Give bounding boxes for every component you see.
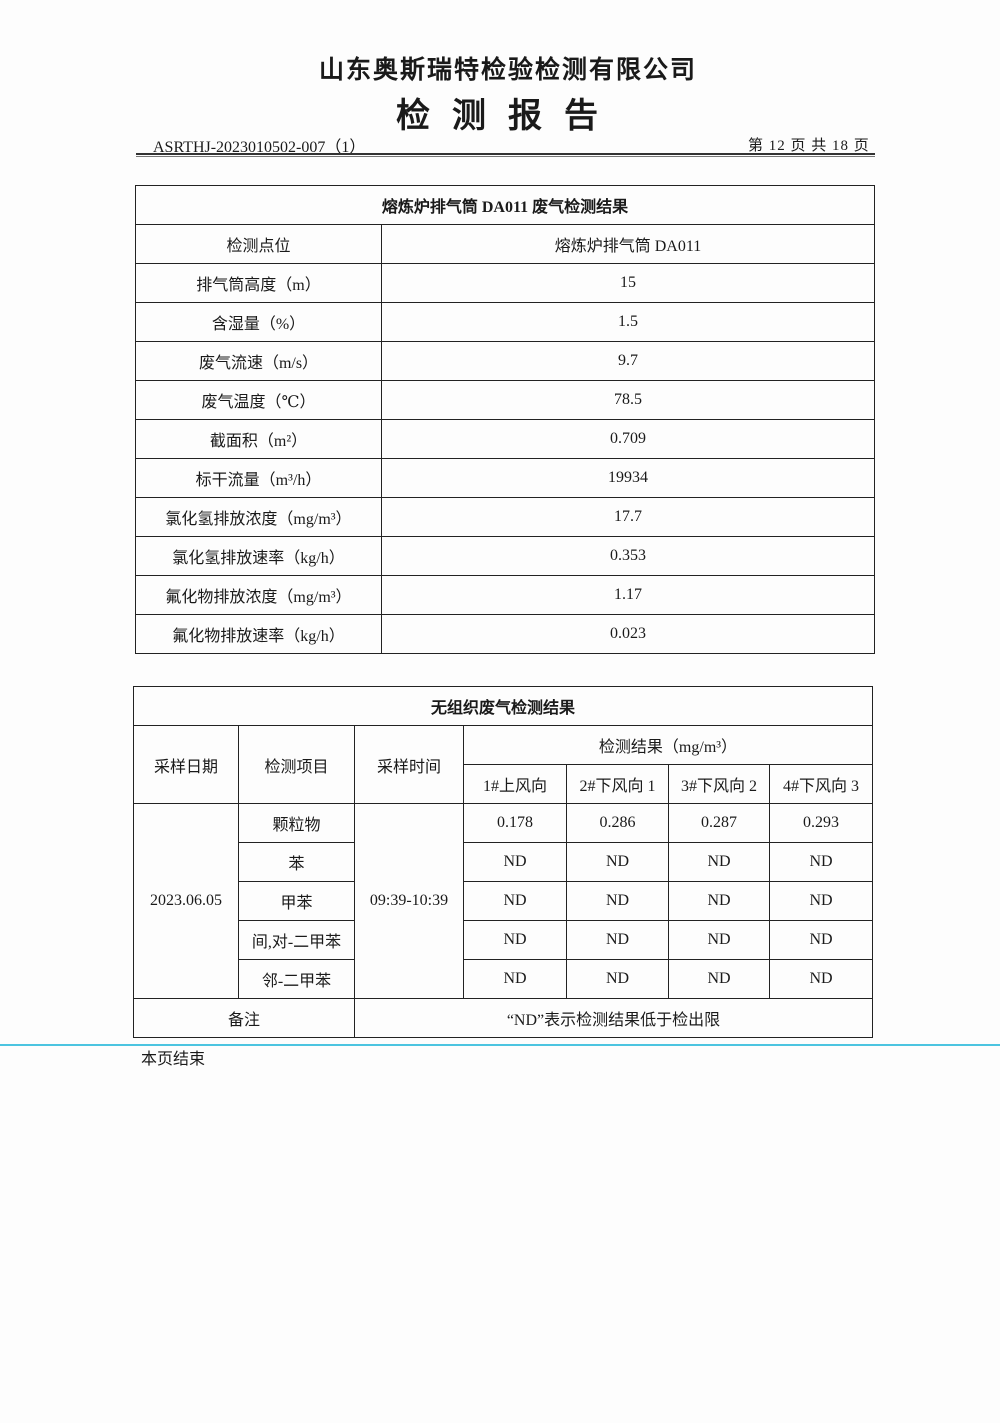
table-row: 氟化物排放速率（kg/h） 0.023 xyxy=(135,614,875,654)
document-number: ASRTHJ-2023010502-007（1） xyxy=(153,139,366,156)
page-number: 第 12 页 共 18 页 xyxy=(748,138,870,154)
row-label: 含湿量（%） xyxy=(135,302,382,342)
header-point: 3#下风向 2 xyxy=(668,764,770,804)
row-value: 0.709 xyxy=(381,419,875,459)
remark-row: 备注 “ND”表示检测结果低于检出限 xyxy=(133,998,873,1038)
header-time: 采样时间 xyxy=(354,725,464,804)
result-value: ND xyxy=(566,920,669,960)
result-value: ND xyxy=(769,842,873,882)
table-row: 2023.06.05 颗粒物 09:39-10:39 0.178 0.286 0.287 0… xyxy=(133,803,873,999)
result-value: 0.287 xyxy=(668,803,770,843)
remark-text: “ND”表示检测结果低于检出限 xyxy=(354,998,873,1038)
fugitive-emission-table: 无组织废气检测结果 采样日期 检测项目 采样时间 检测结果（mg/m³） 1#上… xyxy=(133,686,873,1038)
header-point: 1#上风向 xyxy=(463,764,567,804)
result-value: 0.293 xyxy=(769,803,873,843)
table-row: 邻-二甲苯 ND ND ND ND xyxy=(134,959,873,999)
result-value: ND xyxy=(668,959,770,999)
table-row: 含湿量（%） 1.5 xyxy=(135,302,875,342)
table-row: 排气筒高度（m） 15 xyxy=(135,263,875,303)
result-value: ND xyxy=(668,842,770,882)
table-row: 氯化氢排放浓度（mg/m³） 17.7 xyxy=(135,497,875,537)
result-value: ND xyxy=(566,842,669,882)
row-label: 废气温度（℃） xyxy=(135,380,382,420)
item: 苯 xyxy=(238,842,355,882)
table-caption: 熔炼炉排气筒 DA011 废气检测结果 xyxy=(135,185,875,225)
table-row: 检测点位 熔炼炉排气筒 DA011 xyxy=(135,224,875,264)
row-value: 19934 xyxy=(381,458,875,498)
result-value: ND xyxy=(463,842,567,882)
row-value: 熔炼炉排气筒 DA011 xyxy=(381,224,875,264)
header-date: 采样日期 xyxy=(133,725,239,804)
row-label: 检测点位 xyxy=(135,224,382,264)
result-value: ND xyxy=(463,881,567,921)
scan-line xyxy=(0,1044,1000,1046)
table-row: 苯 ND ND ND ND xyxy=(134,842,873,882)
result-value: ND xyxy=(769,881,873,921)
row-value: 0.023 xyxy=(381,614,875,654)
table-row: 甲苯 ND ND ND ND xyxy=(134,881,873,921)
table-row: 标干流量（m³/h） 19934 xyxy=(135,458,875,498)
table-row: 截面积（m²） 0.709 xyxy=(135,419,875,459)
row-label: 截面积（m²） xyxy=(135,419,382,459)
table-caption: 无组织废气检测结果 xyxy=(133,686,873,726)
row-label: 氯化氢排放浓度（mg/m³） xyxy=(135,497,382,537)
header-point: 2#下风向 1 xyxy=(566,764,669,804)
table-row: 间,对-二甲苯 ND ND ND ND xyxy=(134,920,873,960)
table-row: 废气流速（m/s） 9.7 xyxy=(135,341,875,381)
header-rule-thin xyxy=(136,156,875,157)
header-rule xyxy=(136,153,875,155)
item: 邻-二甲苯 xyxy=(238,959,355,999)
result-value: ND xyxy=(769,959,873,999)
result-value: 0.178 xyxy=(463,803,567,843)
result-value: ND xyxy=(668,881,770,921)
row-label: 氟化物排放速率（kg/h） xyxy=(135,614,382,654)
stack-emission-table: 熔炼炉排气筒 DA011 废气检测结果 检测点位 熔炼炉排气筒 DA011 排气筒高… xyxy=(135,185,875,654)
row-value: 17.7 xyxy=(381,497,875,537)
result-value: ND xyxy=(463,959,567,999)
item: 颗粒物 xyxy=(238,803,355,843)
sample-time: 09:39-10:39 xyxy=(354,803,464,999)
row-label: 氟化物排放浓度（mg/m³） xyxy=(135,575,382,615)
result-value: ND xyxy=(668,920,770,960)
result-value: ND xyxy=(566,959,669,999)
result-value: ND xyxy=(769,920,873,960)
header-item: 检测项目 xyxy=(238,725,355,804)
row-label: 排气筒高度（m） xyxy=(135,263,382,303)
result-value: ND xyxy=(566,881,669,921)
company-name: 山东奥斯瑞特检验检测有限公司 xyxy=(318,57,697,84)
row-label: 标干流量（m³/h） xyxy=(135,458,382,498)
row-value: 15 xyxy=(381,263,875,303)
table-row: 氯化氢排放速率（kg/h） 0.353 xyxy=(135,536,875,576)
row-value: 1.5 xyxy=(381,302,875,342)
header-result: 检测结果（mg/m³） xyxy=(463,725,873,765)
report-title: 检测报告 xyxy=(396,98,620,135)
sample-date: 2023.06.05 xyxy=(133,803,239,999)
header-point: 4#下风向 3 xyxy=(769,764,873,804)
table-row: 废气温度（℃） 78.5 xyxy=(135,380,875,420)
row-value: 9.7 xyxy=(381,341,875,381)
table-row: 氟化物排放浓度（mg/m³） 1.17 xyxy=(135,575,875,615)
row-value: 0.353 xyxy=(381,536,875,576)
remark-label: 备注 xyxy=(133,998,355,1038)
result-value: 0.286 xyxy=(566,803,669,843)
end-note: 本页结束 xyxy=(141,1051,206,1068)
row-value: 78.5 xyxy=(381,380,875,420)
row-value: 1.17 xyxy=(381,575,875,615)
item: 甲苯 xyxy=(238,881,355,921)
row-label: 废气流速（m/s） xyxy=(135,341,382,381)
result-value: ND xyxy=(463,920,567,960)
row-label: 氯化氢排放速率（kg/h） xyxy=(135,536,382,576)
item: 间,对-二甲苯 xyxy=(238,920,355,960)
